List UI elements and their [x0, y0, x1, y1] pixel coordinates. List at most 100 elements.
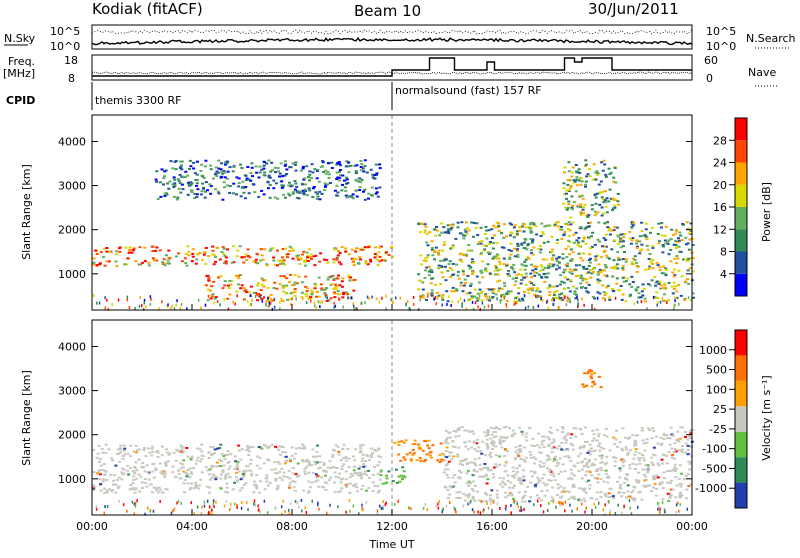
near-range-cell	[136, 499, 138, 503]
near-range-cell	[527, 305, 530, 309]
heatmap-cell	[378, 256, 382, 258]
heatmap-cell	[560, 426, 564, 428]
near-range-cell	[338, 297, 341, 301]
heatmap-cell	[123, 453, 127, 456]
near-range-cell	[609, 295, 611, 299]
near-range-cell	[249, 294, 252, 298]
heatmap-cell	[479, 292, 483, 295]
heatmap-cell	[593, 458, 597, 461]
heatmap-cell	[679, 294, 683, 297]
heatmap-cell	[543, 281, 547, 283]
heatmap-cell	[517, 292, 521, 295]
heatmap-cell	[674, 247, 678, 250]
heatmap-cell	[133, 467, 137, 469]
heatmap-cell	[224, 490, 228, 493]
heatmap-cell	[567, 286, 570, 289]
heatmap-cell	[461, 270, 465, 273]
heatmap-cell	[517, 479, 521, 481]
heatmap-cell	[479, 226, 483, 229]
heatmap-cell	[284, 460, 288, 463]
heatmap-cell	[139, 475, 143, 478]
heatmap-cell	[327, 162, 330, 165]
heatmap-cell	[524, 490, 527, 493]
heatmap-cell	[641, 456, 645, 459]
heatmap-cell	[510, 492, 514, 495]
heatmap-cell	[208, 473, 212, 476]
near-range-cell	[282, 499, 284, 503]
heatmap-cell	[222, 455, 226, 458]
heatmap-cell	[233, 455, 237, 458]
heatmap-cell	[132, 471, 136, 474]
heatmap-cell	[674, 476, 678, 479]
near-range-cell	[201, 505, 203, 509]
heatmap-cell	[155, 259, 159, 262]
heatmap-cell	[508, 486, 511, 489]
heatmap-cell	[687, 282, 691, 285]
heatmap-cell	[505, 264, 509, 267]
heatmap-cell	[246, 248, 250, 251]
near-range-cell	[492, 500, 495, 504]
heatmap-cell	[333, 286, 337, 289]
heatmap-cell	[409, 458, 413, 461]
heatmap-cell	[601, 198, 605, 201]
heatmap-cell	[674, 240, 678, 243]
heatmap-cell	[313, 168, 317, 171]
heatmap-cell	[152, 259, 156, 262]
heatmap-cell	[332, 466, 336, 468]
heatmap-cell	[650, 437, 654, 440]
heatmap-cell	[155, 489, 159, 492]
heatmap-cell	[595, 192, 599, 195]
heatmap-cell	[514, 297, 518, 300]
heatmap-cell	[580, 477, 584, 480]
nsky-trace	[91, 29, 693, 46]
heatmap-cell	[686, 278, 690, 280]
heatmap-cell	[268, 481, 272, 484]
heatmap-cell	[570, 258, 574, 261]
heatmap-cell	[580, 432, 584, 435]
heatmap-cell	[605, 221, 609, 224]
near-range-cell	[417, 307, 420, 311]
heatmap-cell	[259, 259, 263, 262]
heatmap-cell	[346, 482, 350, 485]
heatmap-cell	[285, 459, 289, 462]
near-range-cell	[175, 303, 177, 307]
heatmap-cell	[520, 242, 524, 245]
heatmap-cell	[446, 462, 450, 465]
heatmap-cell	[636, 286, 640, 289]
heatmap-cell	[315, 451, 319, 453]
heatmap-cell	[520, 430, 524, 433]
heatmap-cell	[512, 263, 516, 266]
heatmap-cell	[603, 274, 607, 277]
heatmap-cell	[588, 487, 592, 490]
heatmap-cell	[581, 240, 585, 243]
heatmap-cell	[165, 451, 169, 454]
heatmap-cell	[228, 166, 232, 169]
heatmap-cell	[249, 172, 253, 175]
heatmap-cell	[686, 453, 690, 456]
heatmap-cell	[588, 253, 592, 256]
heatmap-cell	[333, 471, 337, 474]
near-range-cell	[477, 510, 479, 514]
heatmap-cell	[467, 299, 471, 302]
heatmap-cell	[471, 430, 475, 433]
heatmap-cell	[314, 473, 318, 476]
near-range-cell	[478, 294, 481, 298]
heatmap-cell	[481, 440, 485, 443]
heatmap-cell	[357, 261, 361, 264]
heatmap-cell	[680, 472, 684, 475]
heatmap-cell	[630, 497, 634, 499]
heatmap-cell	[156, 198, 160, 200]
heatmap-cell	[465, 292, 469, 295]
heatmap-cell	[198, 484, 202, 487]
heatmap-cell	[327, 177, 331, 179]
heatmap-cell	[240, 448, 244, 451]
heatmap-cell	[605, 233, 608, 236]
heatmap-cell	[152, 463, 156, 466]
heatmap-cell	[603, 190, 607, 193]
heatmap-cell	[660, 226, 663, 229]
heatmap-cell	[630, 239, 634, 242]
heatmap-cell	[227, 476, 231, 479]
near-range-cell	[608, 500, 610, 504]
heatmap-cell	[306, 260, 310, 262]
heatmap-cell	[184, 252, 188, 255]
